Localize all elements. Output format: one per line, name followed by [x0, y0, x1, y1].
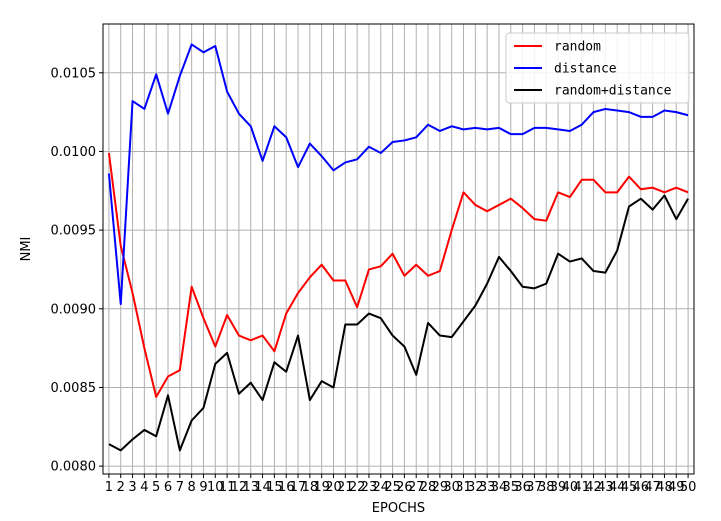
x-tick-label: 43 [597, 480, 614, 495]
y-axis-ticks: 0.0080 0.0085 0.0090 0.0095 0.0100 0.0105 [51, 66, 103, 475]
series-line-distance [107, 43, 689, 306]
x-tick-label: 19 [313, 480, 330, 495]
x-tick-label: 8 [188, 480, 196, 495]
x-tick-label: 4 [140, 480, 148, 495]
x-tick-label: 28 [420, 480, 437, 495]
x-tick-label: 41 [573, 480, 590, 495]
x-tick-label: 15 [266, 480, 283, 495]
x-tick-label: 29 [432, 480, 449, 495]
x-tick-label: 17 [290, 480, 307, 495]
x-tick-label: 18 [302, 480, 319, 495]
y-tick-label: 0.0090 [51, 302, 97, 317]
x-tick-label: 27 [408, 480, 425, 495]
x-tick-label: 32 [467, 480, 484, 495]
x-tick-label: 37 [526, 480, 543, 495]
y-tick-label: 0.0095 [51, 224, 97, 239]
series-line-random-distance [108, 194, 689, 452]
x-tick-label: 39 [550, 480, 567, 495]
x-tick-label: 7 [176, 480, 184, 495]
legend: random distance random+distance [505, 32, 690, 104]
x-tick-label: 40 [562, 480, 579, 495]
x-tick-label: 5 [152, 480, 160, 495]
x-tick-label: 21 [337, 480, 354, 495]
y-tick-label: 0.0080 [51, 460, 97, 475]
x-axis-label: EPOCHS [372, 501, 425, 516]
x-tick-label: 34 [491, 480, 508, 495]
x-tick-label: 12 [231, 480, 248, 495]
x-tick-label: 33 [479, 480, 496, 495]
x-tick-label: 30 [443, 480, 460, 495]
x-tick-label: 45 [621, 480, 638, 495]
x-tick-label: 2 [117, 480, 125, 495]
x-tick-label: 47 [644, 480, 661, 495]
x-tick-label: 20 [325, 480, 342, 495]
x-tick-label: 25 [384, 480, 401, 495]
x-tick-label: 50 [680, 480, 697, 495]
x-tick-label: 44 [609, 480, 626, 495]
x-tick-label: 31 [455, 480, 472, 495]
x-tick-label: 36 [514, 480, 531, 495]
x-tick-label: 48 [656, 480, 673, 495]
x-tick-label: 13 [242, 480, 259, 495]
x-tick-label: 6 [164, 480, 172, 495]
x-tick-label: 46 [633, 480, 650, 495]
x-tick-label: 26 [396, 480, 413, 495]
legend-label: distance [554, 62, 617, 77]
plot-frame [102, 23, 695, 475]
x-tick-label: 9 [199, 480, 207, 495]
x-tick-label: 35 [503, 480, 520, 495]
x-tick-label: 42 [585, 480, 602, 495]
legend-label: random [554, 40, 601, 55]
y-tick-label: 0.0085 [51, 381, 97, 396]
legend-label: random+distance [554, 84, 672, 99]
x-tick-label: 10 [207, 480, 224, 495]
x-tick-label: 38 [538, 480, 555, 495]
y-tick-label: 0.0100 [51, 145, 97, 160]
x-tick-label: 24 [372, 480, 389, 495]
x-tick-label: 49 [668, 480, 685, 495]
x-tick-label: 14 [254, 480, 271, 495]
x-tick-label: 11 [219, 480, 236, 495]
x-tick-label: 3 [128, 480, 136, 495]
x-axis-ticks: 1 2 3 4 5 6 7 8 9 1011121314151617181920212223242… [105, 474, 697, 495]
y-tick-label: 0.0105 [51, 66, 97, 81]
x-tick-label: 1 [105, 480, 113, 495]
legend-box [505, 32, 690, 104]
series-line-random [107, 152, 689, 398]
x-tick-label: 16 [278, 480, 295, 495]
series-lines [107, 43, 689, 452]
y-axis-label: NMI [19, 237, 34, 262]
x-tick-label: 22 [349, 480, 366, 495]
x-tick-label: 23 [361, 480, 378, 495]
